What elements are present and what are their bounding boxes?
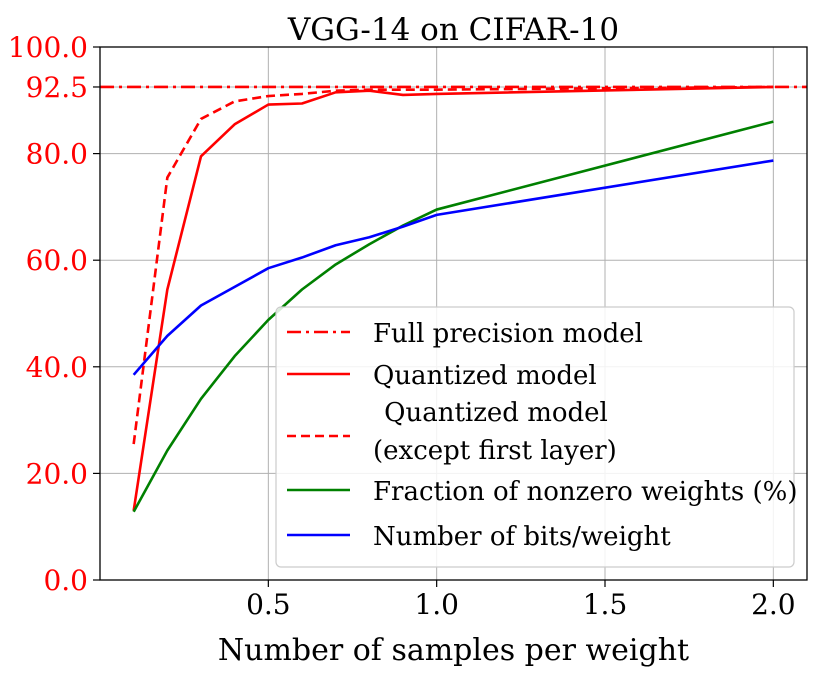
y-tick-label-0: 0.0 <box>43 564 88 597</box>
y-tick-label-1: 20.0 <box>26 457 88 490</box>
legend-label-3-0: Fraction of nonzero weights (%) <box>373 477 797 507</box>
legend-label-2-1: (except first layer) <box>373 436 617 466</box>
legend-label-2-0: Quantized model <box>384 398 608 428</box>
chart-title: VGG-14 on CIFAR-10 <box>287 12 619 48</box>
y-tick-label-3: 60.0 <box>26 244 88 277</box>
legend-label-0-0: Full precision model <box>373 319 643 349</box>
y-tick-label-4: 80.0 <box>26 138 88 171</box>
plot-frame <box>99 46 808 581</box>
x-axis-label: Number of samples per weight <box>218 633 689 668</box>
legend-label-4-0: Number of bits/weight <box>373 522 671 552</box>
x-tick-label-2: 1.5 <box>583 588 628 621</box>
x-tick-label-3: 2.0 <box>751 588 796 621</box>
x-tick-label-0: 0.5 <box>246 588 291 621</box>
series-layer <box>100 85 807 513</box>
legend-label-1-0: Quantized model <box>373 361 597 391</box>
y-tick-label-6: 100.0 <box>8 31 88 64</box>
series-line-3 <box>132 120 774 513</box>
series-line-1 <box>132 85 774 511</box>
y-tick-label-2: 40.0 <box>26 351 88 384</box>
x-tick-label-1: 1.0 <box>414 588 459 621</box>
series-line-4 <box>132 159 774 376</box>
series-line-2 <box>132 85 774 445</box>
y-tick-label-5: 92.5 <box>26 71 88 104</box>
ticks: 0.5 1.0 1.5 2.0 0.0 20.0 40.0 60.0 80.0 92.5 100.0 <box>8 31 796 621</box>
legend: Full precision model Quantized model Quant… <box>275 306 797 568</box>
legend-box <box>275 306 795 568</box>
